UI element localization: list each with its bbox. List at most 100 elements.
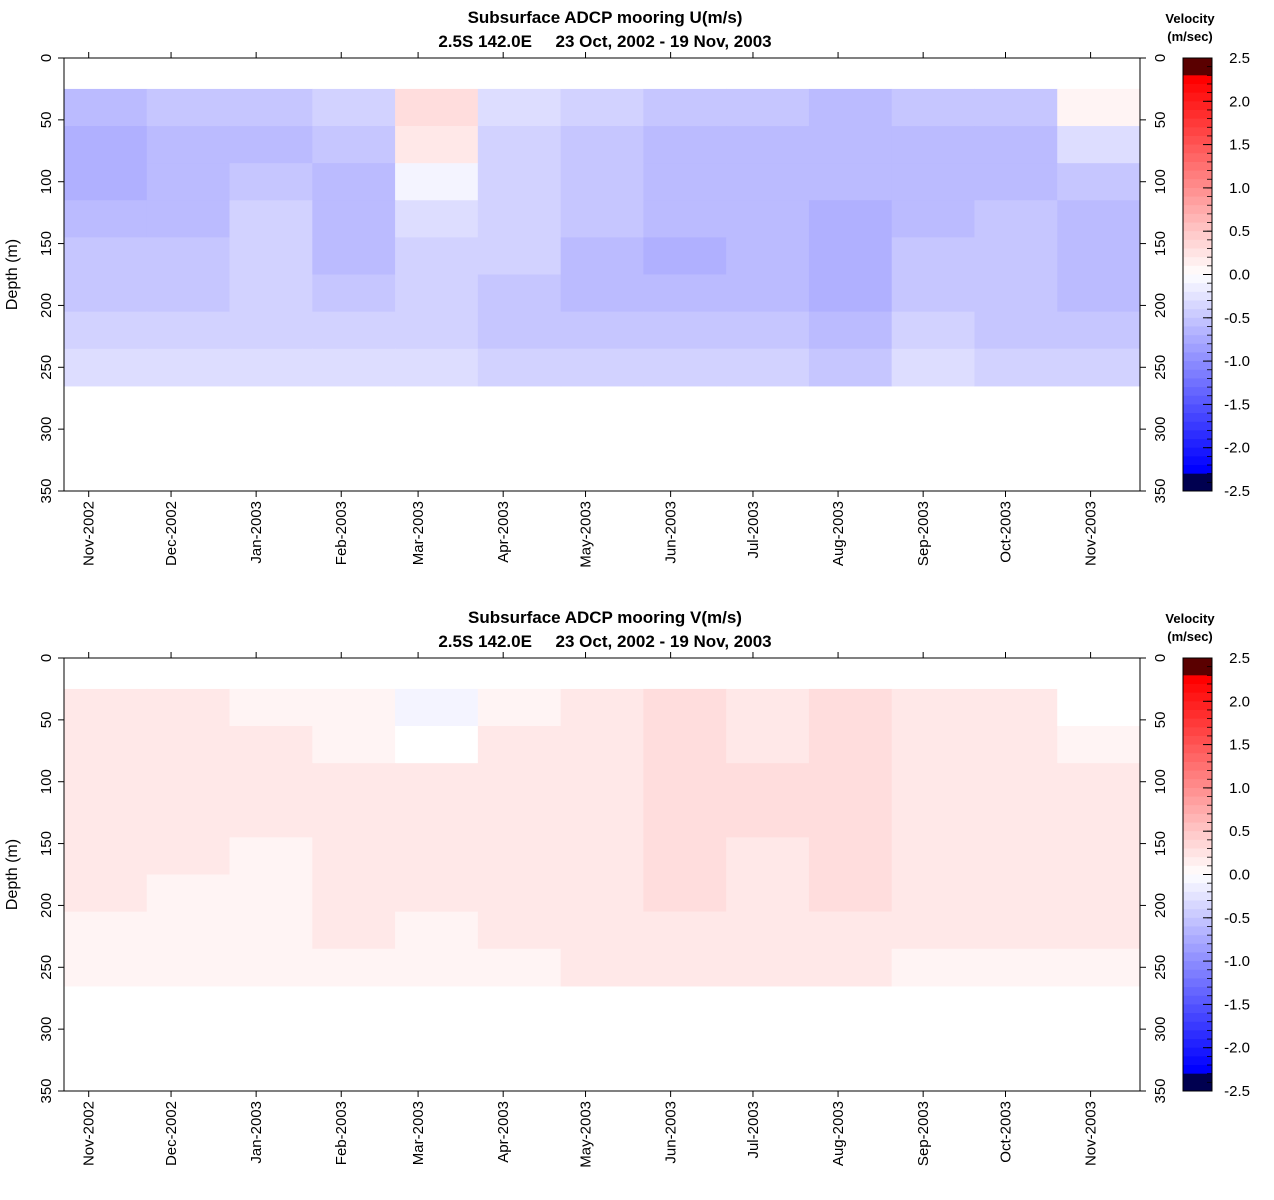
v-y-tick-label-left: 250 xyxy=(38,955,55,980)
u-colorbar-swatch xyxy=(1183,231,1212,241)
u-heatmap-cell xyxy=(64,237,148,276)
v-colorbar-swatch xyxy=(1183,796,1212,806)
u-heatmap-cell xyxy=(1057,348,1141,387)
u-x-tick-label: May-2003 xyxy=(578,501,595,568)
u-y-tick-label-right: 200 xyxy=(1152,293,1169,318)
v-colorbar-swatch xyxy=(1183,1047,1212,1057)
u-colorbar: 2.5 2.0 1.5 1.0 0.5 0.0 -0.5 -1.0 -1.5 -2.0 -2.5 xyxy=(1182,50,1250,500)
v-colorbar-swatch xyxy=(1183,900,1212,910)
u-heatmap-cell xyxy=(395,88,479,127)
v-heatmap-cell xyxy=(395,874,479,913)
v-heatmap-cell xyxy=(808,688,893,727)
u-colorbar-swatch xyxy=(1183,300,1212,310)
v-heatmap-cell xyxy=(64,911,148,950)
v-heatmap-cell xyxy=(726,837,810,876)
u-heatmap-cell xyxy=(477,237,562,276)
u-heatmap-cell xyxy=(477,163,562,201)
v-colorbar-swatch xyxy=(1183,909,1212,919)
u-heatmap-cell xyxy=(726,274,810,313)
u-colorbar-swatch xyxy=(1183,283,1212,293)
v-y-tick-label-left: 300 xyxy=(38,1017,55,1042)
u-heatmap-cell xyxy=(891,274,976,313)
v-heatmap-cell xyxy=(229,837,313,876)
u-velocity-panel: Subsurface ADCP mooring U(m/s) 2.5S 142.… xyxy=(4,6,1250,568)
v-heatmap-cell xyxy=(146,688,231,727)
v-heatmap-cell xyxy=(146,800,231,838)
u-heatmap-cell xyxy=(974,88,1058,127)
v-heatmap-cell xyxy=(395,948,479,987)
v-heatmap-cell xyxy=(891,911,976,950)
u-chart-title-block: Subsurface ADCP mooring U(m/s) 2.5S 142.… xyxy=(64,6,1146,54)
v-heatmap-cell xyxy=(891,763,976,801)
v-colorbar-swatch xyxy=(1183,865,1212,875)
u-x-tick-label: Nov-2003 xyxy=(1083,501,1100,566)
u-heatmap-cell xyxy=(64,163,148,201)
u-colorbar-swatch xyxy=(1183,75,1212,85)
u-x-tick-label: Jul-2003 xyxy=(745,501,762,559)
v-x-tick-label: Dec-2002 xyxy=(163,1101,180,1166)
u-heatmap-cell xyxy=(891,88,976,127)
u-colorbar-tick-label: 0.0 xyxy=(1229,267,1250,284)
u-heatmap-cell xyxy=(974,237,1058,276)
v-heatmap-cell xyxy=(891,726,976,764)
v-heatmap-chart: 0 0 50 50 100 100 150 150 200 200 250 250 300 300 350 3… xyxy=(4,650,1250,1168)
u-colorbar-swatch xyxy=(1183,205,1212,215)
v-heatmap-cell xyxy=(891,800,976,838)
v-x-tick-label: Apr-2003 xyxy=(495,1101,512,1163)
u-colorbar-swatch xyxy=(1183,369,1212,379)
v-x-tick-label: Aug-2003 xyxy=(830,1101,847,1166)
u-y-axis: 0 0 50 50 100 100 150 150 200 200 250 250 300 300 350 3… xyxy=(4,54,1169,504)
v-heatmap-cell xyxy=(64,800,148,838)
v-heatmap-cell xyxy=(974,948,1058,987)
u-y-tick-label-left: 50 xyxy=(38,112,55,129)
v-heatmap-cell xyxy=(643,726,727,764)
u-colorbar-swatch xyxy=(1183,92,1212,102)
u-heatmap-cell xyxy=(726,348,810,387)
u-y-tick-label-left: 150 xyxy=(38,231,55,256)
v-colorbar-title-line1: Velocity xyxy=(1165,611,1215,626)
v-heatmap-cell xyxy=(312,911,396,950)
v-heatmap-cell xyxy=(560,800,644,838)
u-heatmap-cell xyxy=(560,348,644,387)
u-heatmap-cell xyxy=(560,126,644,164)
u-colorbar-swatch xyxy=(1183,447,1212,457)
u-heatmap-chart: 0 0 50 50 100 100 150 150 200 200 250 250 300 300 350 3… xyxy=(4,50,1250,568)
v-heatmap-cell xyxy=(974,763,1058,801)
u-heatmap-cell xyxy=(560,163,644,201)
u-heatmap-cell xyxy=(395,274,479,313)
u-colorbar-swatch xyxy=(1183,352,1212,362)
v-heatmap-cell xyxy=(64,763,148,801)
u-colorbar-swatch xyxy=(1183,439,1212,449)
v-heatmap-cell xyxy=(726,874,810,913)
u-heatmap-cell xyxy=(1057,311,1141,350)
v-heatmap-cell xyxy=(808,837,893,876)
v-heatmap-cell xyxy=(312,688,396,727)
v-colorbar-swatch xyxy=(1183,883,1212,893)
v-y-tick-label-right: 350 xyxy=(1152,1078,1169,1103)
u-heatmap-cell xyxy=(146,311,231,350)
v-heatmap-cell xyxy=(312,763,396,801)
u-colorbar-swatch xyxy=(1183,430,1212,440)
u-colorbar-swatch xyxy=(1183,456,1212,466)
u-colorbar-swatch xyxy=(1183,378,1212,388)
u-colorbar-swatch xyxy=(1183,58,1212,68)
v-heatmap-cell xyxy=(229,688,313,727)
u-heatmap-cell xyxy=(146,163,231,201)
v-heatmap-cell xyxy=(1057,837,1141,876)
v-heatmap-cell xyxy=(643,874,727,913)
u-heatmap-cell xyxy=(974,311,1058,350)
u-heatmap-cell xyxy=(477,88,562,127)
u-y-tick-label-right: 0 xyxy=(1152,54,1169,62)
v-heatmap-cell xyxy=(726,726,810,764)
v-heatmap-cell xyxy=(974,911,1058,950)
u-heatmap-cell xyxy=(643,126,727,164)
v-colorbar-swatch xyxy=(1183,658,1212,668)
v-colorbar-swatch xyxy=(1183,917,1212,927)
v-heatmap-cell xyxy=(808,874,893,913)
u-colorbar-swatch xyxy=(1183,291,1212,301)
u-colorbar-swatch xyxy=(1183,473,1212,483)
u-heatmap-cell xyxy=(229,163,313,201)
v-heatmap-cell xyxy=(477,874,562,913)
u-heatmap-cell xyxy=(1057,163,1141,201)
u-colorbar-swatch xyxy=(1183,213,1212,224)
